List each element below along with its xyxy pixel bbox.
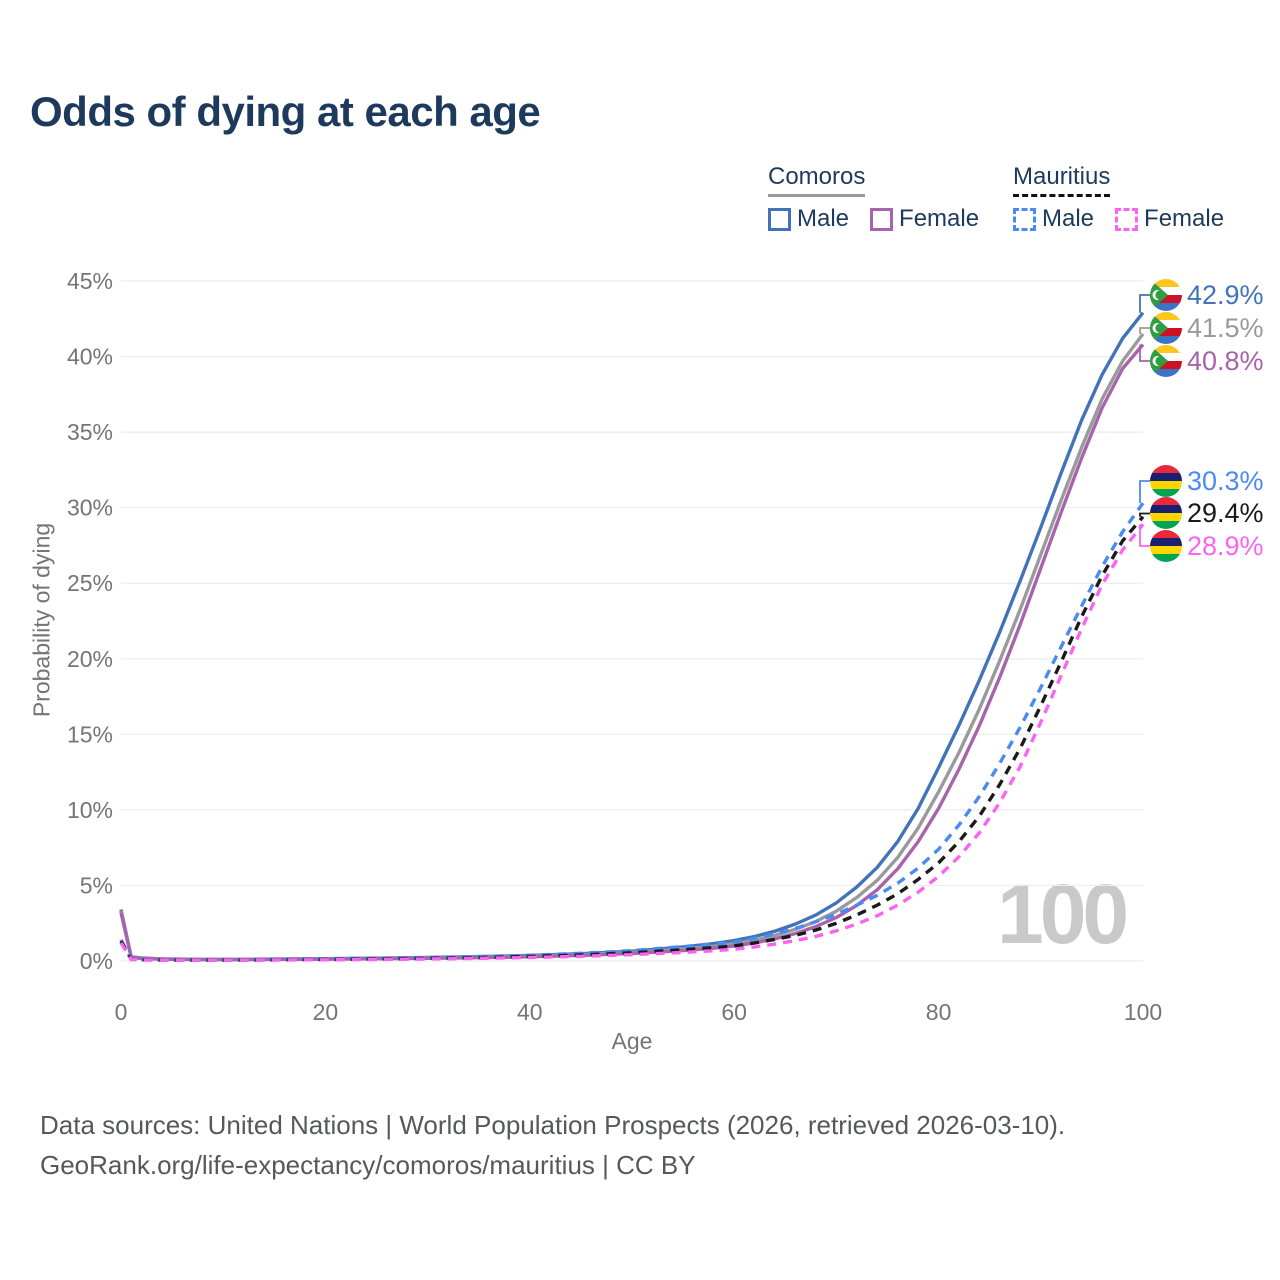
x-tick-label: 100 <box>1124 999 1162 1025</box>
legend-item-label: Female <box>1144 205 1225 232</box>
end-label-connector <box>1139 294 1150 313</box>
comoros-flag-icon <box>1150 345 1182 377</box>
mauritius-male-swatch-icon <box>1013 207 1036 231</box>
comoros-female-swatch-icon <box>870 207 894 231</box>
end-label-mauritius-female: 28.9% <box>1150 530 1264 562</box>
mauritius-flag-icon <box>1150 497 1182 529</box>
end-label-value: 42.9% <box>1187 279 1264 310</box>
y-tick-label: 40% <box>67 344 113 370</box>
end-label-mauritius-male: 30.3% <box>1150 465 1264 497</box>
x-tick-label: 80 <box>926 999 952 1025</box>
legend-group-mauritius: Mauritius Male Female <box>1013 163 1224 233</box>
end-label-mauritius-both: 29.4% <box>1150 497 1264 529</box>
x-tick-label: 40 <box>517 999 543 1025</box>
end-label-comoros-male: 42.9% <box>1150 279 1264 311</box>
end-label-value: 30.3% <box>1187 465 1264 496</box>
y-tick-label: 0% <box>80 948 113 974</box>
series-line-mauritius-female <box>119 523 1145 962</box>
comoros-flag-icon <box>1150 279 1182 311</box>
x-tick-label: 20 <box>313 999 339 1025</box>
end-label-connector <box>1139 344 1150 362</box>
series-line-comoros-female <box>119 343 1145 962</box>
footer-data-sources: Data sources: United Nations | World Pop… <box>40 1110 1066 1140</box>
footer: Data sources: United Nations | World Pop… <box>40 1105 1065 1185</box>
series-line-comoros-male <box>119 311 1145 961</box>
y-tick-label: 15% <box>67 721 113 747</box>
end-label-connector <box>1139 512 1150 517</box>
legend-item-comoros-male[interactable]: Male <box>768 205 849 233</box>
comoros-male-swatch-icon <box>768 207 791 231</box>
x-tick-label: 0 <box>115 999 128 1025</box>
end-label-value: 28.9% <box>1187 530 1264 561</box>
footer-attribution: GeoRank.org/life-expectancy/comoros/maur… <box>40 1150 696 1180</box>
mauritius-female-swatch-icon <box>1115 207 1139 231</box>
end-label-connector <box>1139 524 1150 547</box>
series-line-comoros-both-sexes <box>119 332 1145 962</box>
y-tick-label: 30% <box>67 495 113 521</box>
end-label-value: 29.4% <box>1187 497 1264 528</box>
end-label-comoros-both: 41.5% <box>1150 312 1264 344</box>
legend-group-comoros: Comoros Male Female <box>768 163 979 233</box>
y-tick-label: 20% <box>67 646 113 672</box>
legend-item-comoros-female[interactable]: Female <box>870 205 979 233</box>
x-tick-label: 60 <box>721 999 747 1025</box>
mauritius-flag-icon <box>1150 465 1182 497</box>
legend-header-mauritius-label: Mauritius <box>1013 163 1111 190</box>
legend-item-label: Male <box>1042 205 1095 232</box>
y-axis-title: Probability of dying <box>28 522 55 718</box>
y-tick-label: 25% <box>67 570 113 596</box>
legend-header-mauritius: Mauritius <box>1013 163 1111 197</box>
series-line-mauritius-male <box>119 502 1145 962</box>
legend-item-label: Male <box>797 205 850 232</box>
x-axis-title: Age <box>611 1028 653 1054</box>
y-tick-label: 35% <box>67 419 113 445</box>
end-label-comoros-female: 40.8% <box>1150 345 1264 377</box>
legend-item-mauritius-male[interactable]: Male <box>1013 205 1094 233</box>
comoros-flag-icon <box>1150 312 1182 344</box>
end-label-connector <box>1139 480 1150 504</box>
legend-header-comoros: Comoros <box>768 163 866 197</box>
end-label-value: 40.8% <box>1187 345 1264 376</box>
y-tick-label: 45% <box>67 268 113 294</box>
legend-item-mauritius-female[interactable]: Female <box>1115 205 1224 233</box>
mauritius-flag-icon <box>1150 530 1182 562</box>
y-tick-label: 5% <box>80 872 113 898</box>
legend-header-comoros-label: Comoros <box>768 163 866 190</box>
y-tick-label: 10% <box>67 797 113 823</box>
end-label-value: 41.5% <box>1187 312 1264 343</box>
page-title: Odds of dying at each age <box>30 88 541 135</box>
end-label-connector <box>1139 327 1150 334</box>
legend-item-label: Female <box>899 205 980 232</box>
